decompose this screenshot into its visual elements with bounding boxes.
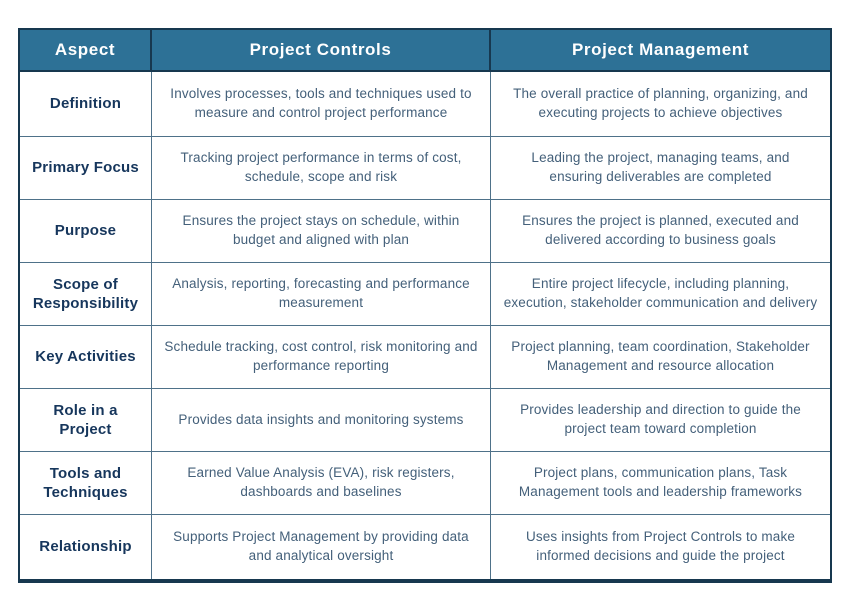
- table-row: Tools and Techniques Earned Value Analysi…: [20, 451, 830, 514]
- controls-cell: Supports Project Management by providing…: [152, 515, 491, 579]
- aspect-cell: Definition: [20, 72, 152, 136]
- controls-cell: Provides data insights and monitoring sy…: [152, 389, 491, 451]
- management-cell: Project planning, team coordination, Sta…: [511, 339, 810, 373]
- table-body: Definition Involves processes, tools and …: [20, 70, 830, 579]
- aspect-cell: Role in a Project: [20, 389, 152, 451]
- controls-cell: Analysis, reporting, forecasting and per…: [152, 263, 491, 325]
- controls-cell: Schedule tracking, cost control, risk mo…: [152, 326, 491, 388]
- table-row: Relationship Supports Project Management …: [20, 514, 830, 579]
- header-aspect: Aspect: [20, 30, 152, 70]
- controls-cell: Involves processes, tools and techniques…: [152, 72, 491, 136]
- table-row: Key Activities Schedule tracking, cost co…: [20, 325, 830, 388]
- controls-cell: Earned Value Analysis (EVA), risk regist…: [152, 452, 491, 514]
- table-row: Scope of Responsibility Analysis, reporti…: [20, 262, 830, 325]
- aspect-cell: Primary Focus: [20, 137, 152, 199]
- aspect-cell: Tools and Techniques: [20, 452, 152, 514]
- management-cell: Entire project lifecycle, including plan…: [503, 276, 818, 310]
- controls-cell: Ensures the project stays on schedule, w…: [152, 200, 491, 262]
- management-cell: Uses insights from Project Controls to m…: [525, 529, 796, 563]
- header-project-controls: Project Controls: [152, 30, 491, 70]
- table-row: Primary Focus Tracking project performanc…: [20, 136, 830, 199]
- aspect-cell: Purpose: [20, 200, 152, 262]
- aspect-cell: Key Activities: [20, 326, 152, 388]
- management-cell: Project plans, communication plans, Task…: [518, 465, 803, 499]
- management-cell: Ensures the project is planned, executed…: [522, 213, 799, 247]
- management-cell: Leading the project, managing teams, and…: [531, 150, 790, 184]
- comparison-table: Aspect Project Controls Project Manageme…: [18, 28, 832, 583]
- table-row: Role in a Project Provides data insights …: [20, 388, 830, 451]
- management-cell: The overall practice of planning, organi…: [513, 86, 808, 120]
- table-header-row: Aspect Project Controls Project Manageme…: [20, 30, 830, 70]
- header-project-management: Project Management: [571, 40, 750, 60]
- aspect-cell: Scope of Responsibility: [20, 263, 152, 325]
- table-row: Purpose Ensures the project stays on sche…: [20, 199, 830, 262]
- table-row: Definition Involves processes, tools and …: [20, 70, 830, 136]
- management-cell: Provides leadership and direction to gui…: [520, 402, 801, 436]
- controls-cell: Tracking project performance in terms of…: [152, 137, 491, 199]
- aspect-cell: Relationship: [20, 515, 152, 579]
